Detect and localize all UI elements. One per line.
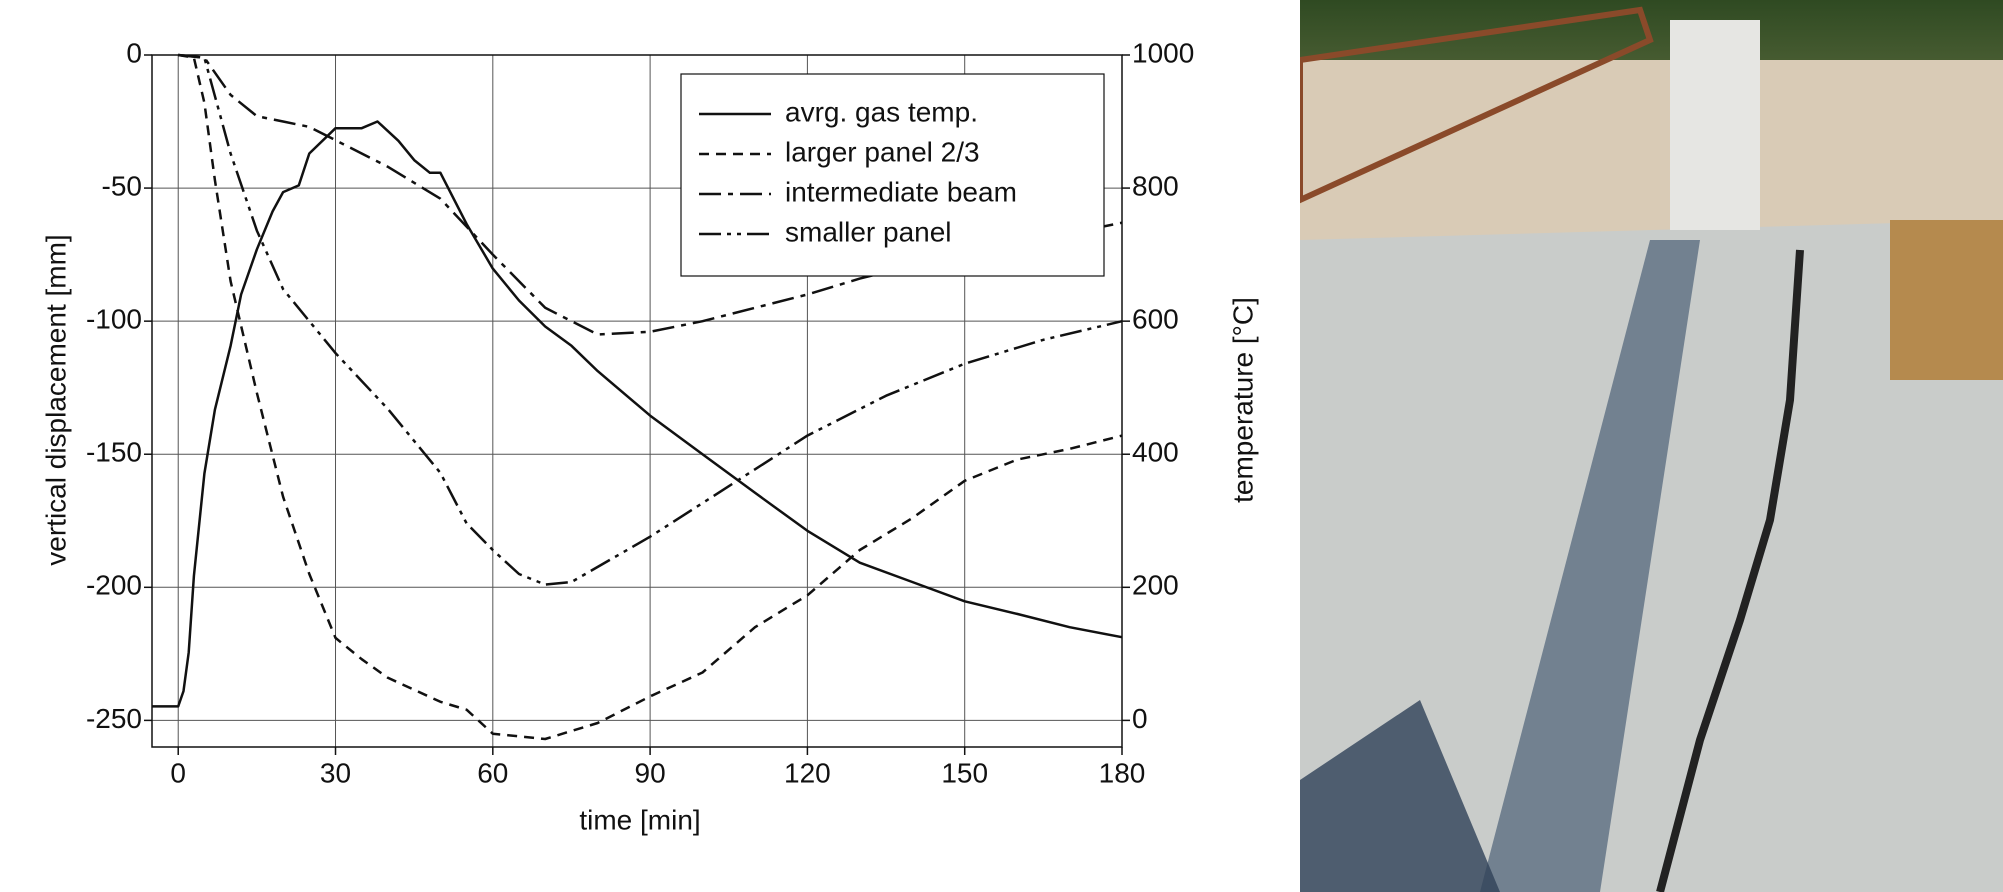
y2-tick-label: 1000 (1132, 37, 1194, 68)
legend-label: avrg. gas temp. (785, 96, 978, 127)
y2-tick-label: 0 (1132, 703, 1148, 734)
legend-label: intermediate beam (785, 176, 1017, 207)
plot-frame (151, 54, 1123, 748)
chart: time [min] vertical displacement [mm] te… (40, 37, 1258, 835)
y2-tick-label: 400 (1132, 437, 1179, 468)
series-line (178, 53, 1123, 586)
photo-shadow-2 (1300, 700, 1500, 892)
y-axis-label: vertical displacement [mm] (40, 234, 71, 565)
y2-tick-label: 200 (1132, 570, 1179, 601)
y-tick-label: 0 (126, 37, 142, 68)
x-tick-label: 0 (170, 757, 186, 788)
photo-crack (1656, 249, 1804, 892)
y-tick-label: -200 (86, 570, 142, 601)
photo (1300, 0, 2003, 892)
photo-wall (1300, 60, 2003, 240)
y-tick-label: -100 (86, 304, 142, 335)
x-tick-label: 60 (477, 757, 508, 788)
series-line (177, 53, 1123, 741)
y2-tick-label: 600 (1132, 304, 1179, 335)
series-line (152, 120, 1123, 708)
y-tick-label: -150 (86, 437, 142, 468)
y2-axis-label: temperature [°C] (1227, 297, 1258, 503)
legend-label: larger panel 2/3 (785, 136, 980, 167)
photo-pallet (1890, 220, 2003, 380)
photo-trees (1300, 0, 2003, 70)
x-tick-label: 120 (784, 757, 831, 788)
x-axis-label: time [min] (579, 804, 700, 835)
x-tick-label: 150 (941, 757, 988, 788)
legend-label: smaller panel (785, 216, 952, 247)
y-tick-label: -50 (102, 170, 142, 201)
legend-box (680, 73, 1105, 277)
y-tick-label: -250 (86, 703, 142, 734)
photo-truss (1300, 6, 1654, 204)
photo-tube (1670, 20, 1760, 230)
x-tick-label: 180 (1099, 757, 1146, 788)
photo-shadow (1480, 240, 1700, 892)
y2-tick-label: 800 (1132, 170, 1179, 201)
x-tick-label: 30 (320, 757, 351, 788)
x-tick-label: 90 (635, 757, 666, 788)
